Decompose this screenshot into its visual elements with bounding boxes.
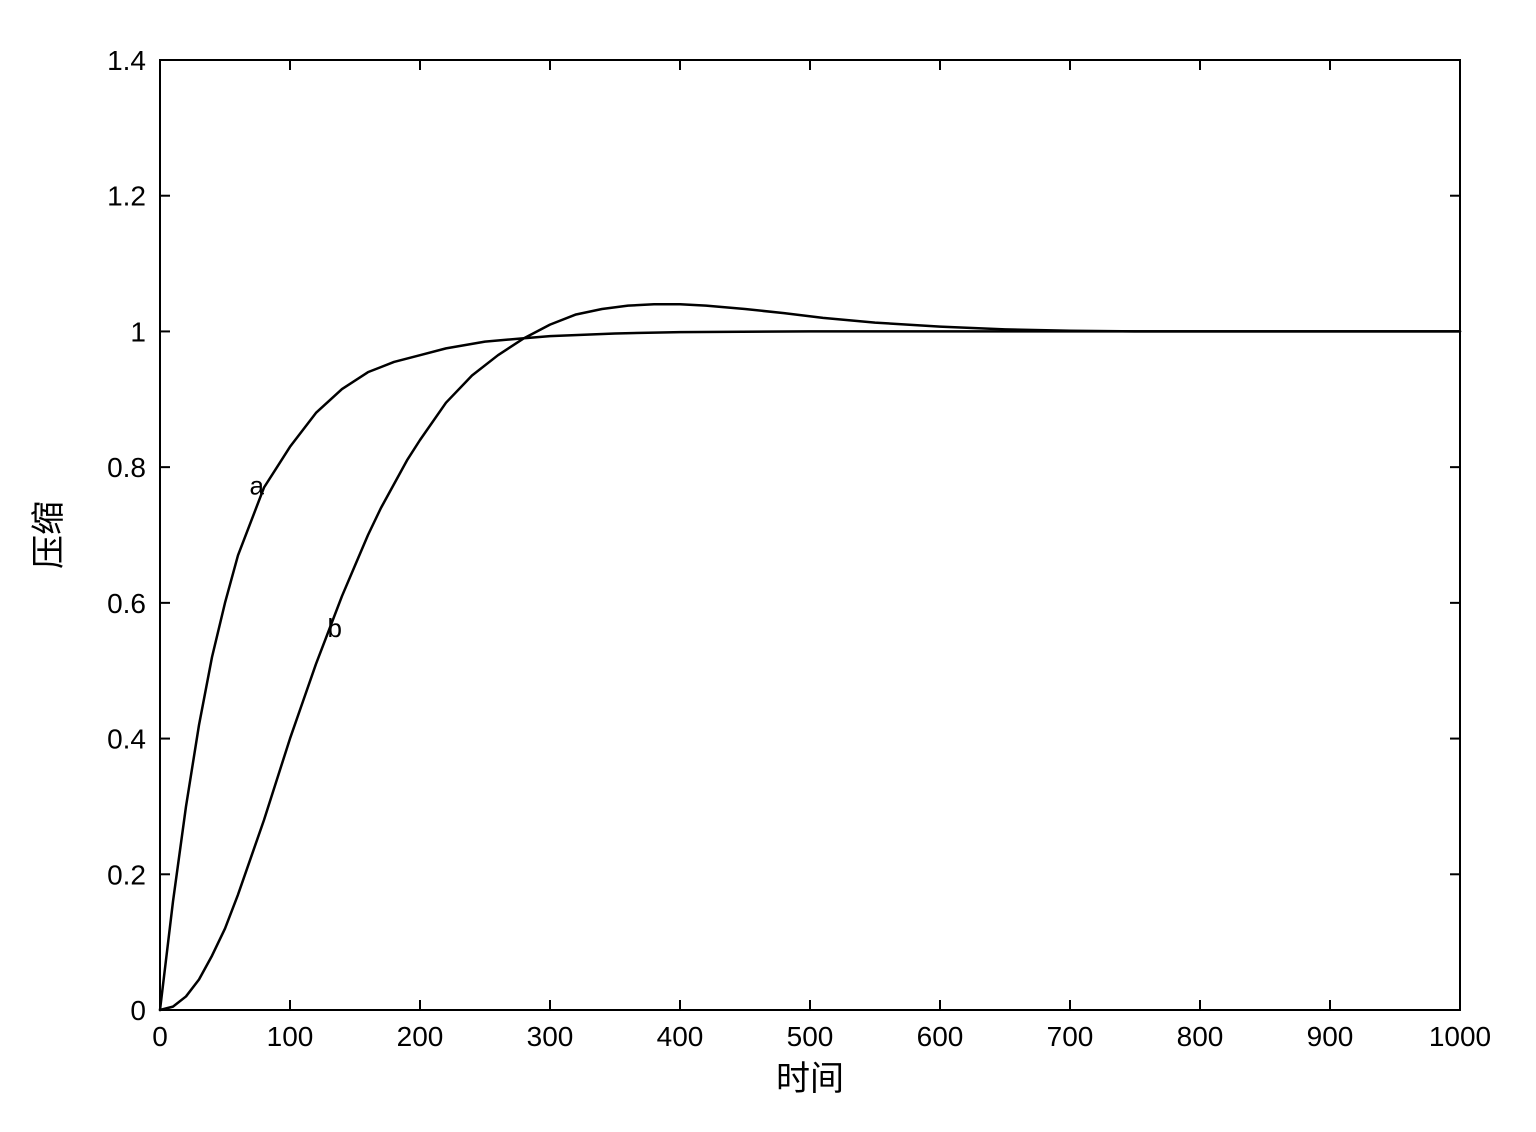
x-tick-label: 700 bbox=[1047, 1021, 1094, 1052]
x-tick-label: 600 bbox=[917, 1021, 964, 1052]
chart-container: 0 100 200 300 400 500 600 700 800 900 1000 0 0.2 0.4 0… bbox=[0, 0, 1536, 1132]
y-tick-label: 0.6 bbox=[107, 588, 146, 619]
series-label-b: b bbox=[328, 613, 342, 643]
x-tick-label: 300 bbox=[527, 1021, 574, 1052]
x-tick-label: 100 bbox=[267, 1021, 314, 1052]
x-tick-label: 200 bbox=[397, 1021, 444, 1052]
x-axis-label: 时间 bbox=[776, 1060, 844, 1098]
y-tick-label: 1 bbox=[130, 316, 146, 347]
chart-svg: 0 100 200 300 400 500 600 700 800 900 1000 0 0.2 0.4 0… bbox=[0, 0, 1536, 1132]
y-tick-label: 1.2 bbox=[107, 181, 146, 212]
x-tick-label: 0 bbox=[152, 1021, 168, 1052]
y-tick-label: 0.2 bbox=[107, 859, 146, 890]
y-axis-label: 压缩 bbox=[30, 501, 68, 569]
y-tick-label: 0.8 bbox=[107, 452, 146, 483]
x-tick-label: 800 bbox=[1177, 1021, 1224, 1052]
series-label-a: a bbox=[250, 470, 265, 500]
x-tick-label: 900 bbox=[1307, 1021, 1354, 1052]
x-tick-label: 400 bbox=[657, 1021, 704, 1052]
y-tick-label: 0.4 bbox=[107, 724, 146, 755]
x-tick-label: 500 bbox=[787, 1021, 834, 1052]
plot-box bbox=[160, 60, 1460, 1010]
series-b bbox=[160, 304, 1460, 1010]
y-tick-label: 1.4 bbox=[107, 45, 146, 76]
series-a bbox=[160, 331, 1460, 1010]
x-tick-label: 1000 bbox=[1429, 1021, 1491, 1052]
y-tick-label: 0 bbox=[130, 995, 146, 1026]
